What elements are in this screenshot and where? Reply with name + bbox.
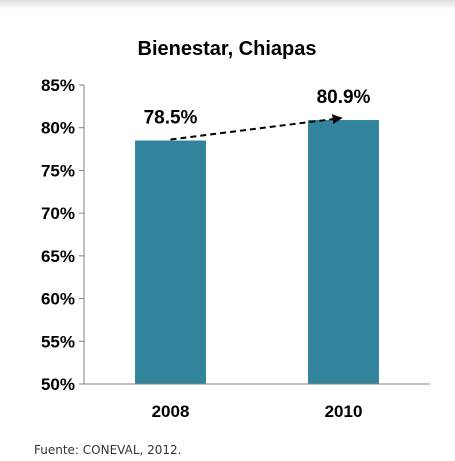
- y-tick-label: 50%: [41, 375, 75, 394]
- y-tick-label: 70%: [41, 204, 75, 223]
- top-rule: [0, 0, 455, 9]
- bar-2008: [135, 140, 206, 384]
- bar-2010: [308, 120, 379, 385]
- annotations: [170, 114, 343, 141]
- y-tick-label: 65%: [41, 247, 75, 266]
- x-tick-label: 2008: [152, 402, 190, 421]
- y-axis: 50% 55% 60% 65% 70% 75% 80% 85%: [41, 76, 85, 394]
- data-label: 78.5%: [144, 108, 198, 129]
- y-tick-label: 60%: [41, 290, 75, 309]
- chart-title: Bienestar, Chiapas: [138, 38, 317, 60]
- y-tick-label: 85%: [41, 76, 75, 95]
- bars: 78.5% 80.9%: [135, 87, 379, 385]
- bar-chart: Bienestar, Chiapas 50% 55% 60% 65% 70% 75% 80%…: [41, 38, 430, 421]
- y-tick-label: 75%: [41, 161, 75, 180]
- y-tick-label: 55%: [41, 332, 75, 351]
- x-axis: 2008 2010: [84, 383, 430, 421]
- trend-arrow: [170, 114, 343, 141]
- x-tick-label: 2010: [325, 402, 363, 421]
- source-note: Fuente: CONEVAL, 2012.: [34, 443, 182, 457]
- data-label: 80.9%: [317, 87, 371, 108]
- y-tick-label: 80%: [41, 119, 75, 138]
